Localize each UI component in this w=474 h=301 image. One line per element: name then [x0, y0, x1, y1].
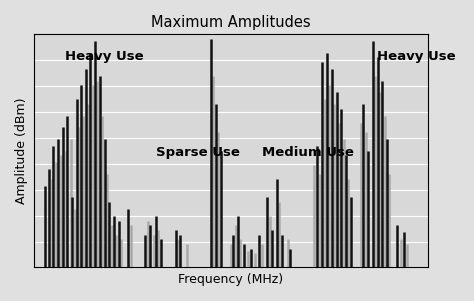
Text: Sparse Use: Sparse Use: [156, 146, 240, 159]
Text: Medium Use: Medium Use: [263, 146, 354, 159]
Title: Maximum Amplitudes: Maximum Amplitudes: [151, 15, 310, 30]
Y-axis label: Amplitude (dBm): Amplitude (dBm): [15, 98, 28, 204]
Text: Heavy Use: Heavy Use: [377, 50, 456, 63]
Text: Heavy Use: Heavy Use: [65, 50, 144, 63]
X-axis label: Frequency (MHz): Frequency (MHz): [178, 273, 283, 286]
